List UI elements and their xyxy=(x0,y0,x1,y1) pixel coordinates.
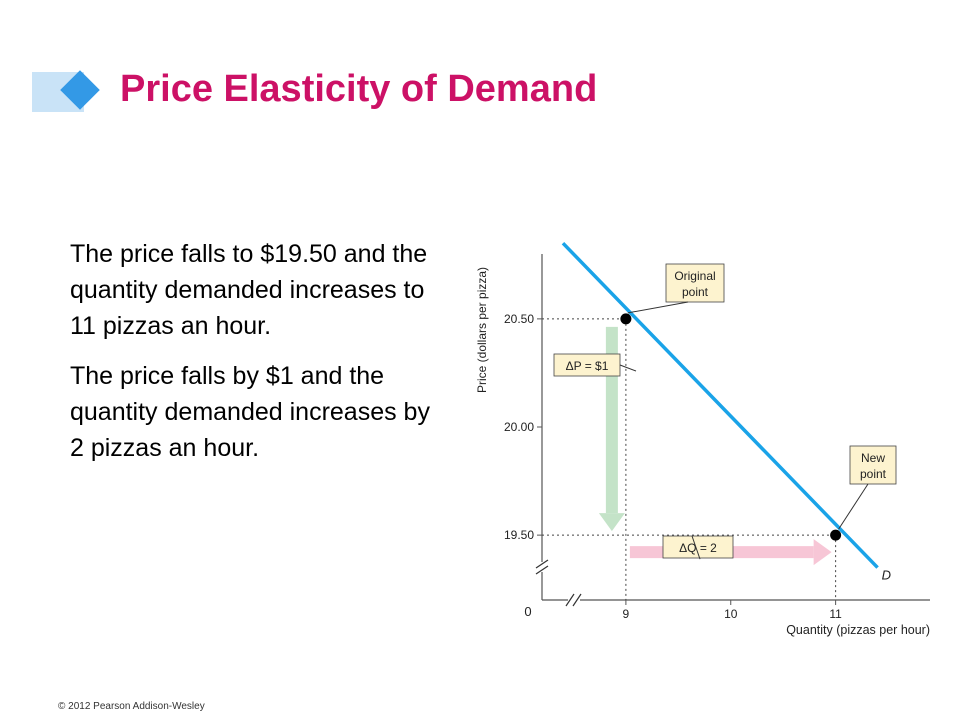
original-point-label-text: point xyxy=(682,285,709,299)
delta-q-arrow-head xyxy=(813,539,832,566)
demand-curve xyxy=(561,241,879,569)
new-point-leader xyxy=(838,483,869,530)
y-tick-label: 20.50 xyxy=(504,312,534,326)
delta-p-arrow-head xyxy=(598,513,625,532)
y-axis-break-mark xyxy=(535,559,549,569)
new-point-label-text: point xyxy=(860,467,887,481)
original-point-label-text: Original xyxy=(674,269,715,283)
original-point-leader xyxy=(627,301,689,314)
body-text: The price falls to $19.50 and the quanti… xyxy=(70,236,430,480)
x-axis-break-mark xyxy=(565,593,575,607)
paragraph-price-falls: The price falls to $19.50 and the quanti… xyxy=(70,240,428,340)
y-axis-break-mark xyxy=(535,565,549,575)
delta-q-leader xyxy=(691,535,701,560)
y-axis-title: Price (dollars per pizza) xyxy=(475,267,489,393)
x-axis-break-gap xyxy=(568,594,580,606)
delta-q-label-box xyxy=(662,535,734,559)
x-tick-label: 11 xyxy=(829,607,842,621)
x-tick-label: 9 xyxy=(623,607,630,621)
new-point-label-text: New xyxy=(861,451,885,465)
delta-p-label: ΔP = $1 xyxy=(566,359,609,373)
y-axis-break-gap xyxy=(536,562,548,572)
y-tick-label: 20.00 xyxy=(504,420,534,434)
delta-p-leader xyxy=(619,364,637,372)
copyright-footer: © 2012 Pearson Addison-Wesley xyxy=(58,701,205,712)
original-point-label-box xyxy=(665,263,725,303)
x-tick-label: 10 xyxy=(724,607,738,621)
y-tick-label: 19.50 xyxy=(504,528,534,542)
new-point-label-box xyxy=(849,445,897,485)
page-title: Price Elasticity of Demand xyxy=(120,68,598,110)
x-axis-title: Quantity (pizzas per hour) xyxy=(786,623,930,637)
original-point-marker xyxy=(620,313,632,325)
origin-label: 0 xyxy=(524,604,531,619)
paragraph-price-change: The price falls by $1 and the quantity d… xyxy=(70,362,430,462)
demand-curve-label: D xyxy=(882,568,891,583)
new-point-marker xyxy=(830,529,842,541)
demand-chart: 0 19.50 20.00 20.50 9 10 11 Quantity (pizzas pe… xyxy=(475,241,930,637)
x-axis-break-mark xyxy=(572,593,582,607)
delta-q-label: ΔQ = 2 xyxy=(679,541,717,555)
